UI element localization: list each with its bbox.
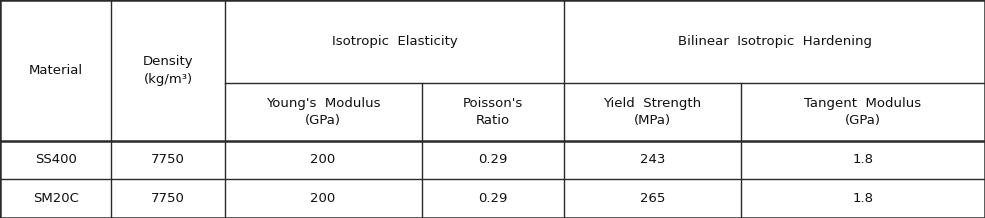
- Text: 243: 243: [640, 153, 665, 166]
- Text: Material: Material: [29, 64, 83, 77]
- Text: Isotropic  Elasticity: Isotropic Elasticity: [332, 35, 457, 48]
- Text: Yield  Strength
(MPa): Yield Strength (MPa): [604, 97, 701, 127]
- Text: SS400: SS400: [34, 153, 77, 166]
- Text: 0.29: 0.29: [479, 192, 507, 205]
- Text: Tangent  Modulus
(GPa): Tangent Modulus (GPa): [805, 97, 921, 127]
- Text: 200: 200: [310, 192, 336, 205]
- Text: 0.29: 0.29: [479, 153, 507, 166]
- Text: Poisson's
Ratio: Poisson's Ratio: [463, 97, 523, 127]
- Text: 265: 265: [640, 192, 665, 205]
- Text: 1.8: 1.8: [852, 153, 874, 166]
- Text: 7750: 7750: [151, 192, 185, 205]
- Text: Bilinear  Isotropic  Hardening: Bilinear Isotropic Hardening: [678, 35, 872, 48]
- Text: 7750: 7750: [151, 153, 185, 166]
- Text: SM20C: SM20C: [33, 192, 79, 205]
- Text: 1.8: 1.8: [852, 192, 874, 205]
- Text: Young's  Modulus
(GPa): Young's Modulus (GPa): [266, 97, 380, 127]
- Text: 200: 200: [310, 153, 336, 166]
- Text: Density
(kg/m³): Density (kg/m³): [143, 55, 193, 86]
